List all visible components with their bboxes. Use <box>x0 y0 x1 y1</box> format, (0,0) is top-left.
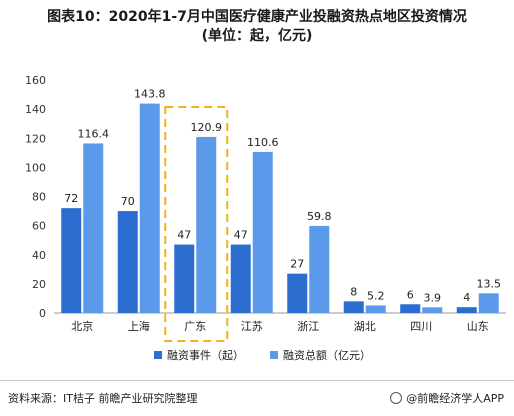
x-tick-label: 上海 <box>128 319 150 333</box>
data-label: 110.6 <box>247 136 279 149</box>
bar-amount <box>196 136 217 313</box>
bar-amount <box>365 305 386 313</box>
brand-logo-icon <box>390 392 403 404</box>
x-tick-label: 浙江 <box>297 320 319 333</box>
legend-swatch <box>154 351 162 359</box>
x-tick-label: 山东 <box>467 320 489 333</box>
y-tick-label: 100 <box>25 161 46 174</box>
data-label: 3.9 <box>424 291 442 304</box>
data-label: 4 <box>463 291 470 304</box>
legend-swatch <box>270 351 278 359</box>
bar-amount <box>422 307 443 313</box>
y-tick-label: 160 <box>25 74 46 87</box>
bar-amount <box>309 225 330 313</box>
y-tick-label: 0 <box>39 307 46 320</box>
data-label: 27 <box>290 258 304 271</box>
data-label: 59.8 <box>307 210 332 223</box>
data-label: 143.8 <box>134 88 166 101</box>
legend-label: 融资总额（亿元） <box>283 348 371 362</box>
x-tick-label: 广东 <box>184 320 206 333</box>
bar-events <box>61 208 82 313</box>
y-tick-label: 120 <box>25 132 46 145</box>
data-label: 47 <box>234 229 248 242</box>
x-tick-label: 四川 <box>410 320 432 333</box>
x-tick-label: 江苏 <box>241 320 263 333</box>
data-label: 5.2 <box>367 289 385 302</box>
bar-amount <box>478 293 499 313</box>
bar-amount <box>252 151 273 313</box>
bar-events <box>117 211 138 313</box>
x-tick-label: 北京 <box>71 319 93 333</box>
y-tick-label: 140 <box>25 103 46 116</box>
bar-amount <box>139 103 160 313</box>
bar-events <box>230 244 251 313</box>
data-label: 116.4 <box>78 127 110 140</box>
chart-title: 图表10：2020年1-7月中国医疗健康产业投融资热点地区投资情况 <box>47 9 467 25</box>
y-tick-label: 80 <box>32 191 46 204</box>
highlight-box <box>164 105 229 342</box>
legend-label: 融资事件（起） <box>167 349 244 362</box>
data-label: 13.5 <box>477 277 502 290</box>
brand-text: @前瞻经济学人APP <box>406 392 504 405</box>
bar-events <box>287 273 308 313</box>
bar-events <box>456 307 477 313</box>
bar-events <box>400 304 421 313</box>
data-label: 70 <box>121 195 135 208</box>
x-tick-label: 湖北 <box>354 320 376 333</box>
y-tick-label: 60 <box>32 220 46 233</box>
y-tick-label: 20 <box>32 278 46 291</box>
chart-subtitle: (单位：起，亿元) <box>201 28 313 44</box>
brand-credit: @前瞻经济学人APP <box>390 390 504 406</box>
footer-divider <box>0 380 514 381</box>
bar-amount <box>83 143 104 313</box>
data-label: 72 <box>64 192 78 205</box>
bar-events <box>343 301 364 313</box>
data-label: 6 <box>407 288 414 301</box>
bar-events <box>174 244 195 313</box>
bar-chart: 0 20 40 60 80 100 120 140 160 72 116.4 北京 70 143.8 上海 4… <box>25 74 506 362</box>
data-label: 47 <box>177 229 191 242</box>
source-note: 资料来源：IT桔子 前瞻产业研究院整理 <box>8 392 198 405</box>
data-label: 120.9 <box>191 121 223 134</box>
data-label: 8 <box>350 285 357 298</box>
y-tick-label: 40 <box>32 249 46 262</box>
